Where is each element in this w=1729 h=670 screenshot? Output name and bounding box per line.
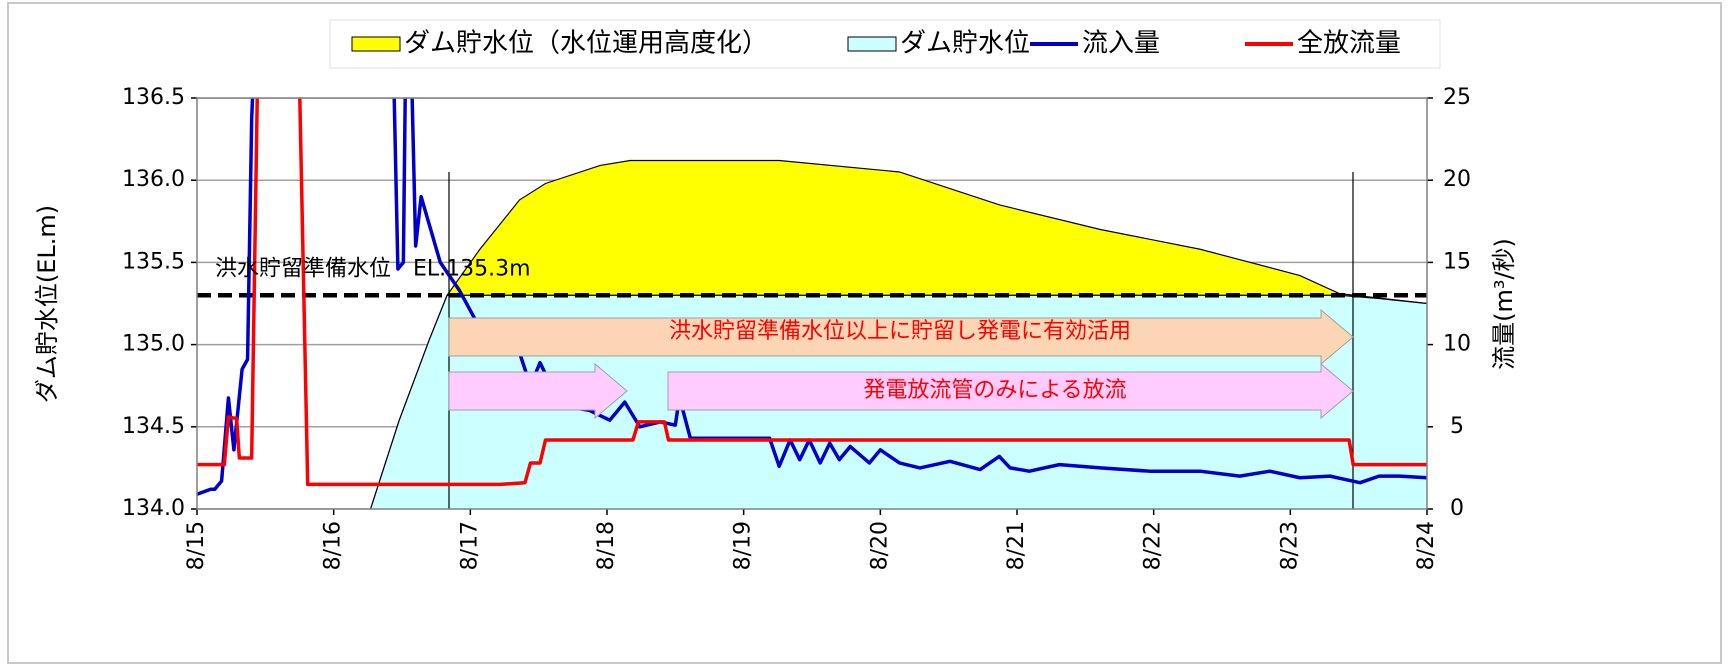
line — [197, 98, 1427, 487]
legend-swatch — [351, 36, 401, 52]
y-axis-label: ダム貯水位(EL.m) — [33, 205, 61, 403]
x-tick-label: 8/22 — [1141, 521, 1166, 570]
plot-border — [196, 97, 1428, 510]
arrow-label: 洪水貯留準備水位以上に貯留し発電に有効活用 — [669, 319, 1131, 344]
y-tick-label: 134.0 — [122, 496, 185, 521]
y-tick-label: 135.5 — [122, 249, 185, 274]
arrow — [448, 308, 1354, 366]
y2-tick-label: 25 — [1443, 85, 1471, 110]
arrow-label: 発電放流管のみによる放流 — [863, 378, 1126, 403]
x-tick-label: 8/24 — [1414, 521, 1439, 570]
y-tick-label: 136.0 — [122, 167, 185, 192]
x-tick-label: 8/15 — [184, 521, 209, 570]
arrow — [667, 362, 1354, 420]
y2-tick-label: 10 — [1443, 332, 1471, 357]
arrow — [448, 362, 628, 420]
x-tick-label: 8/23 — [1277, 521, 1302, 570]
overlay: 洪水貯留準備水位 EL.135.3m 洪水貯留準備水位以上に貯留し発電に有効活用発… — [215, 256, 1354, 420]
line — [197, 98, 1427, 496]
x-tick-label: 8/21 — [1004, 521, 1029, 570]
legend-label: ダム貯水位（水位運用高度化） — [404, 29, 768, 59]
x-tick-label: 8/19 — [731, 521, 756, 570]
legend-label: ダム貯水位 — [900, 29, 1030, 59]
area-outline — [369, 294, 1427, 509]
y-tick-label: 136.5 — [122, 85, 185, 110]
y2-tick-label: 0 — [1450, 496, 1464, 521]
legend-swatch — [847, 36, 897, 52]
x-tick-label: 8/17 — [457, 521, 482, 570]
y-tick-label: 135.0 — [122, 332, 185, 357]
y2-tick-label: 20 — [1443, 167, 1471, 192]
legend-label: 流入量 — [1082, 29, 1160, 59]
x-tick-label: 8/16 — [321, 521, 346, 570]
legend-label: 全放流量 — [1297, 29, 1401, 59]
reference-label: 洪水貯留準備水位 EL.135.3m — [215, 256, 531, 281]
y2-tick-label: 15 — [1443, 249, 1471, 274]
x-tick-label: 8/18 — [594, 521, 619, 570]
x-tick-label: 8/20 — [867, 521, 892, 570]
y-tick-label: 134.5 — [122, 414, 185, 439]
y2-axis-label: 流量(m³/秒) — [1490, 238, 1518, 370]
y2-tick-label: 5 — [1450, 414, 1464, 439]
